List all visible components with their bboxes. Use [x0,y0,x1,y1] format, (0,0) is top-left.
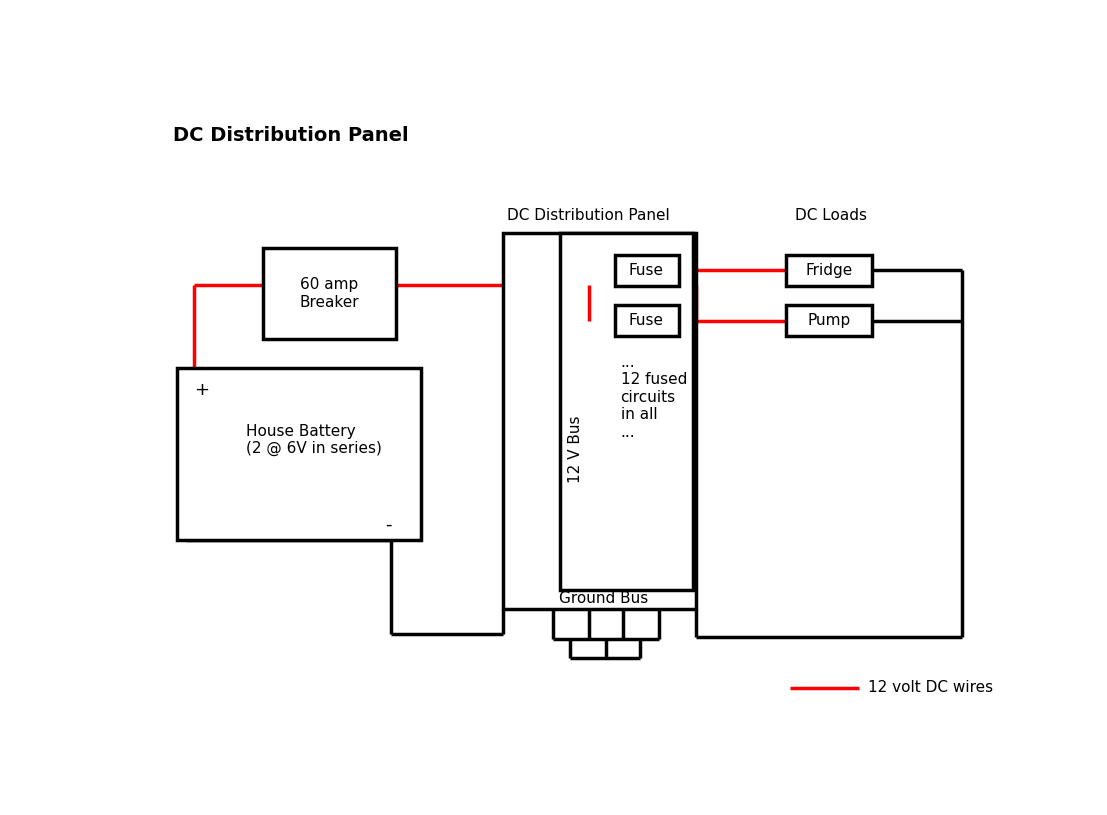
Text: DC Distribution Panel: DC Distribution Panel [507,209,670,223]
Bar [262,249,396,339]
Text: ...
12 fused
circuits
in all
...: ... 12 fused circuits in all ... [621,355,687,440]
Bar [786,305,872,337]
Text: 12 V Bus: 12 V Bus [568,416,583,483]
Text: -: - [385,516,392,534]
Bar [177,368,422,540]
Text: 60 amp
Breaker: 60 amp Breaker [299,277,359,310]
Text: +: + [194,381,209,399]
Text: House Battery
(2 @ 6V in series): House Battery (2 @ 6V in series) [246,424,382,456]
Bar [503,233,696,610]
Text: Pump: Pump [807,313,850,328]
Text: DC Distribution Panel: DC Distribution Panel [173,126,408,145]
Bar [614,254,679,286]
Text: Fridge: Fridge [806,263,852,278]
Text: Ground Bus: Ground Bus [559,591,648,606]
Text: Fuse: Fuse [629,313,664,328]
Bar [560,233,693,590]
Text: 12 volt DC wires: 12 volt DC wires [868,681,993,695]
Text: Fuse: Fuse [629,263,664,278]
Bar [786,254,872,286]
Text: DC Loads: DC Loads [795,209,867,223]
Bar [614,305,679,337]
